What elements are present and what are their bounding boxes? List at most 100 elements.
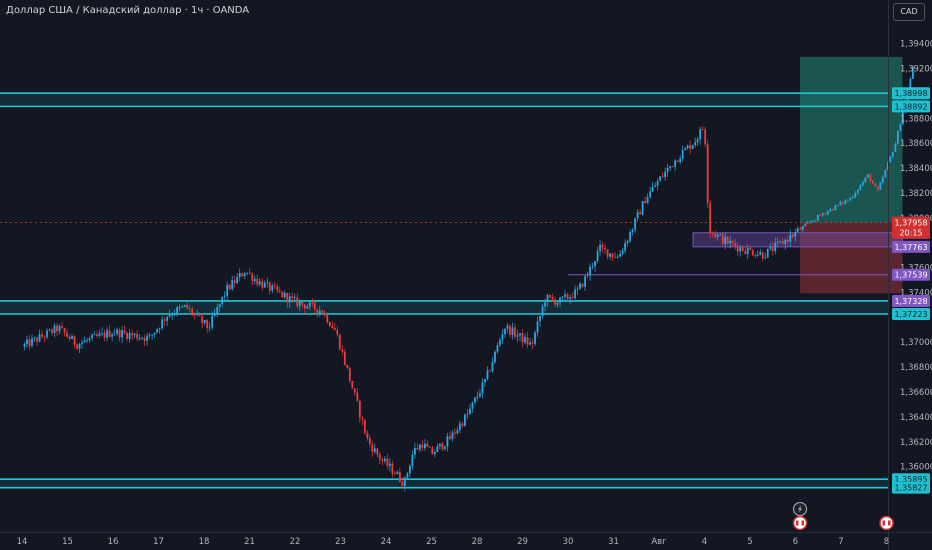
time-tick-label: 31 xyxy=(608,537,619,547)
candle xyxy=(871,180,874,184)
price-tag-label: 1,35827 xyxy=(894,484,927,493)
candle xyxy=(471,402,474,409)
candle xyxy=(779,241,782,242)
candle xyxy=(86,340,88,341)
candle xyxy=(591,266,594,268)
candle xyxy=(71,336,73,340)
candle xyxy=(63,328,66,333)
price-tick-label: 1,38800 xyxy=(900,114,932,124)
lightning-glyph xyxy=(798,505,803,513)
time-tick-label: 16 xyxy=(108,537,119,547)
candle xyxy=(173,313,176,315)
support-zone-middle[interactable] xyxy=(0,300,888,315)
candle xyxy=(348,368,351,381)
candle xyxy=(494,351,496,363)
candle xyxy=(401,481,404,486)
candle xyxy=(408,466,411,474)
candle xyxy=(88,338,91,341)
candle xyxy=(886,162,889,170)
candle xyxy=(81,342,83,344)
candle xyxy=(899,124,902,132)
candle xyxy=(496,345,499,352)
candle xyxy=(469,408,471,414)
candle xyxy=(889,156,892,163)
candle xyxy=(589,266,591,276)
candle xyxy=(271,285,274,291)
candle xyxy=(441,443,444,450)
time-tick-label: 25 xyxy=(426,537,437,547)
price-tick-label: 1,37600 xyxy=(900,264,932,274)
candle xyxy=(774,242,777,252)
candle xyxy=(601,244,604,248)
candle xyxy=(486,370,489,379)
candle xyxy=(266,282,269,283)
candle xyxy=(156,328,159,333)
candle xyxy=(143,337,146,341)
price-tick-label: 1,36800 xyxy=(900,363,932,373)
candle xyxy=(283,293,286,298)
price-tag xyxy=(892,308,930,321)
candle xyxy=(659,176,662,182)
candle xyxy=(361,417,364,420)
candle xyxy=(834,205,837,211)
candle xyxy=(576,288,579,290)
candle xyxy=(729,240,732,244)
candle xyxy=(61,326,63,329)
candle xyxy=(371,444,374,452)
time-tick-label: 24 xyxy=(381,537,392,547)
candle xyxy=(278,290,281,292)
candle xyxy=(734,243,737,247)
candle xyxy=(268,282,271,291)
candle xyxy=(243,273,246,277)
candle xyxy=(826,211,829,215)
candle xyxy=(138,338,141,339)
candle xyxy=(416,448,419,450)
candle xyxy=(258,281,261,285)
candle xyxy=(701,129,704,130)
candle xyxy=(48,329,51,331)
candle xyxy=(26,339,28,344)
candle xyxy=(584,276,586,287)
price-tick-label: 1,38600 xyxy=(900,139,932,149)
candle xyxy=(331,326,334,329)
position-profit-zone[interactable] xyxy=(800,56,903,223)
candle xyxy=(226,284,229,296)
candle xyxy=(754,255,757,257)
candle xyxy=(716,234,719,238)
candle xyxy=(351,380,354,389)
price-tick-label: 1,37000 xyxy=(900,338,932,348)
candle xyxy=(43,336,46,338)
candle xyxy=(338,334,341,350)
candle xyxy=(326,313,329,323)
candle xyxy=(711,232,714,234)
resistance-zone-upper[interactable] xyxy=(0,93,888,107)
candle xyxy=(353,388,356,393)
candle xyxy=(654,185,657,187)
candle xyxy=(806,222,809,224)
candle xyxy=(198,313,201,317)
candle xyxy=(484,378,486,383)
position-loss-zone[interactable] xyxy=(800,222,903,294)
candle xyxy=(308,302,311,307)
candle xyxy=(844,200,847,204)
support-zone-lower[interactable] xyxy=(0,479,888,488)
price-tick-label: 1,37400 xyxy=(900,288,932,298)
price-tag-label: 1,38998 xyxy=(894,89,927,98)
candle xyxy=(706,144,709,203)
candle xyxy=(776,241,779,243)
candle xyxy=(829,208,832,212)
time-tick-label: Авг xyxy=(651,537,667,547)
candle xyxy=(896,131,899,144)
candle xyxy=(596,251,599,262)
currency-button[interactable]: CAD xyxy=(893,3,925,21)
candle xyxy=(571,297,574,299)
candle xyxy=(276,286,279,291)
candle xyxy=(839,202,842,205)
time-tick-label: 7 xyxy=(838,537,843,547)
time-tick-label: 6 xyxy=(793,537,798,547)
candle xyxy=(126,332,129,339)
candle xyxy=(163,319,166,321)
candle xyxy=(103,332,106,338)
candle xyxy=(501,334,504,340)
